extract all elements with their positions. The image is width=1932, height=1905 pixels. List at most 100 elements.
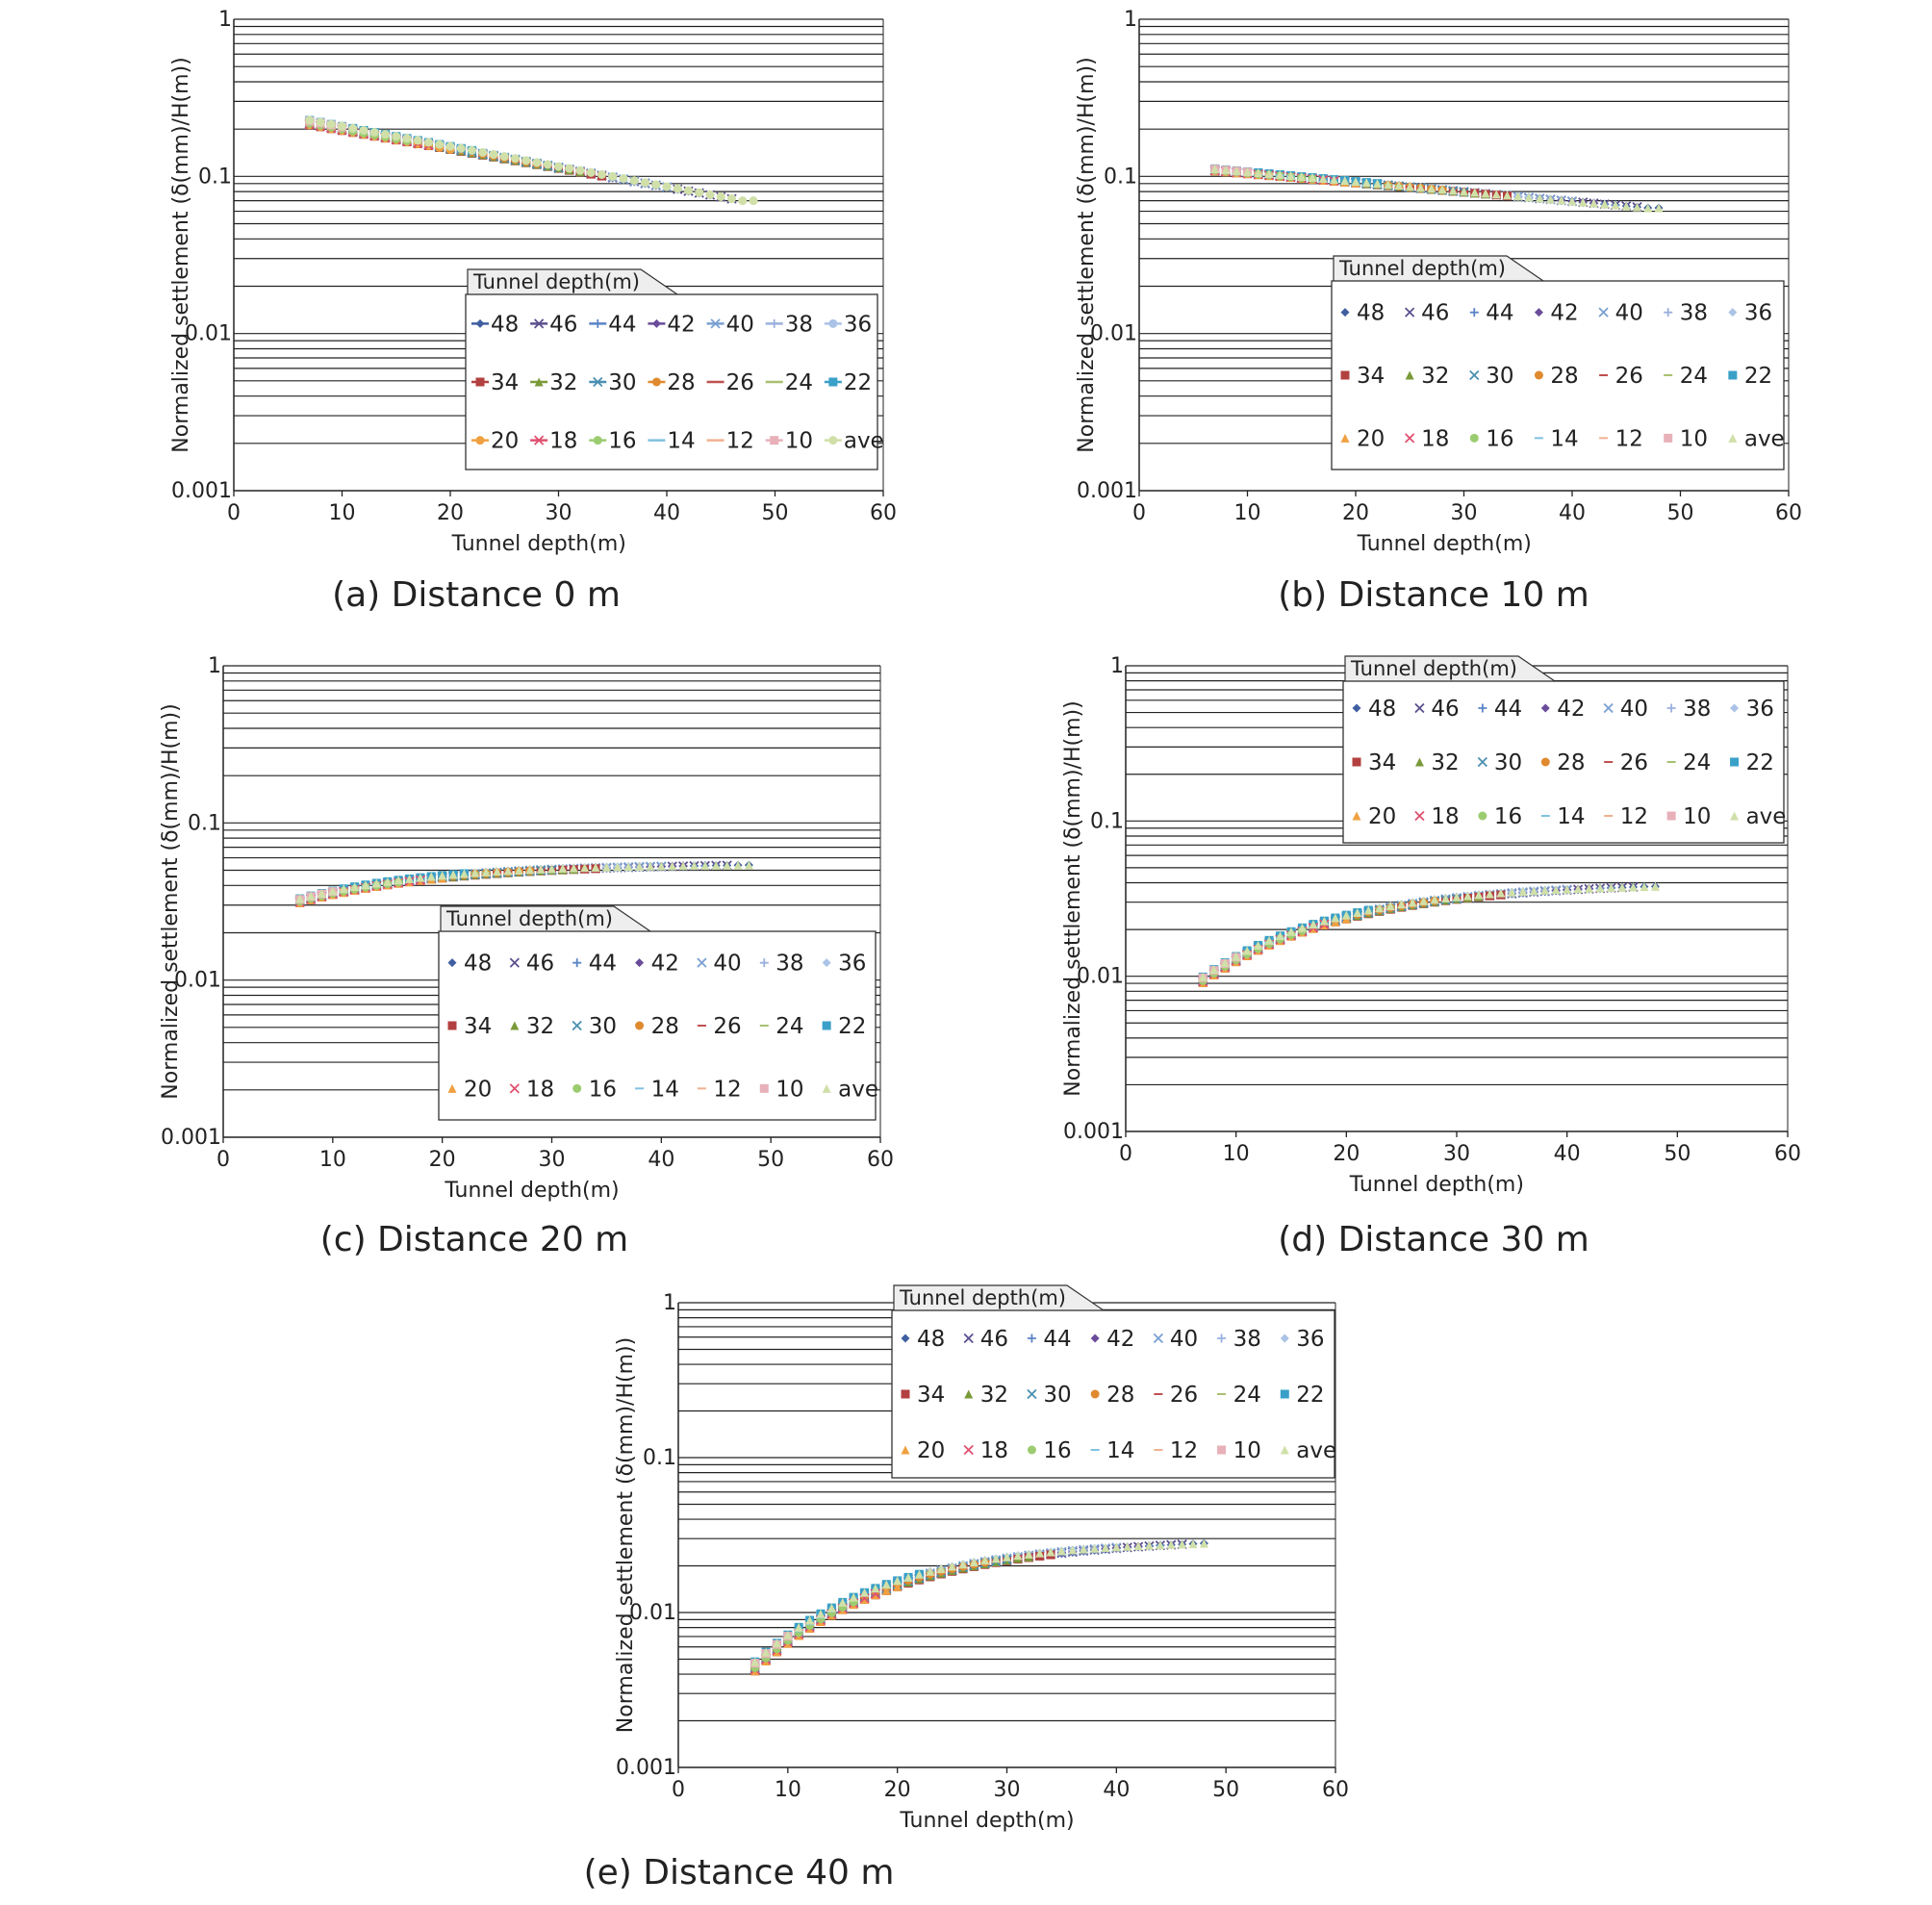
legend-marker [828, 318, 838, 328]
data-point [1331, 913, 1340, 923]
legend-label: 46 [1421, 301, 1449, 326]
legend-item: 48 [471, 312, 519, 337]
data-point [1013, 1551, 1023, 1561]
data-point [1319, 916, 1329, 926]
data-point [554, 162, 563, 171]
legend-label: 44 [608, 312, 636, 337]
legend-item: 30 [589, 370, 637, 395]
data-point [1363, 905, 1373, 915]
data-point [1361, 178, 1371, 188]
data-point [1210, 164, 1220, 173]
y-tick-label: 1 [1110, 654, 1124, 678]
data-point [1003, 1552, 1011, 1562]
legend-title: Tunnel depth(m) [1338, 257, 1506, 280]
data-point [1491, 190, 1501, 199]
legend-marker [1405, 370, 1414, 380]
y-tick-label: 0.01 [1077, 965, 1124, 989]
legend-label: 12 [726, 429, 754, 454]
data-point [326, 119, 336, 129]
data-point [1090, 1543, 1100, 1553]
data-point [1507, 887, 1516, 897]
series-34 [1198, 890, 1506, 987]
data-point [668, 861, 677, 871]
data-point [1485, 889, 1494, 899]
series-46 [1198, 881, 1639, 987]
legend-marker [1340, 308, 1350, 318]
data-point [860, 1588, 870, 1597]
legend-item: 20 [447, 1077, 492, 1102]
legend-marker [1090, 1389, 1100, 1399]
x-tick-label: 10 [1223, 1142, 1250, 1166]
data-point [1297, 172, 1307, 182]
data-point [749, 196, 758, 206]
legend-item: 22 [824, 370, 872, 395]
legend-item: 46 [963, 1327, 1008, 1352]
legend-label: 28 [651, 1014, 679, 1039]
data-point [1188, 1539, 1198, 1549]
data-point [662, 182, 672, 191]
data-point [1628, 882, 1638, 892]
legend-label: 36 [838, 952, 866, 977]
legend-label: 10 [1680, 426, 1708, 451]
legend-item: 32 [510, 1014, 554, 1039]
y-axis-title: Normalized settlement (δ(mm)/H(m)) [159, 703, 183, 1099]
legend-label: 38 [1683, 697, 1711, 722]
legend-item: 12 [1599, 426, 1643, 451]
legend-marker [593, 436, 602, 445]
data-point [536, 864, 546, 874]
series-46 [750, 1538, 1187, 1675]
data-point [424, 138, 433, 147]
data-point [991, 1554, 1001, 1563]
legend-item: 22 [1730, 750, 1774, 775]
legend-item: 38 [1666, 697, 1711, 722]
legend-label: 24 [785, 370, 813, 395]
data-point [394, 876, 403, 885]
legend-title-tab [467, 268, 678, 295]
x-tick-label: 0 [1132, 501, 1146, 525]
series-26 [750, 1564, 968, 1666]
data-point [413, 136, 422, 145]
legend-item: 36 [824, 312, 872, 337]
data-point [1513, 191, 1523, 201]
legend-marker [901, 1334, 910, 1343]
legend-label: 48 [917, 1327, 945, 1352]
legend-label: 20 [491, 429, 519, 454]
chart-c: 0 10 20 30 40 50 60 0.001 0.01 0.1 1 Tunnel depth(m… [159, 654, 894, 1259]
data-point [656, 861, 666, 871]
series-12 [305, 120, 369, 133]
legend-marker [1414, 810, 1425, 822]
legend-label: 12 [713, 1077, 741, 1102]
legend-marker [1603, 702, 1614, 714]
data-point [459, 869, 469, 878]
data-point [1133, 1541, 1143, 1551]
data-point [558, 864, 568, 874]
x-tick-label: 20 [429, 1148, 456, 1172]
data-point [1384, 180, 1393, 190]
series-48 [750, 1538, 1208, 1676]
x-axis-title: Tunnel depth(m) [899, 1809, 1074, 1833]
legend-label: 16 [1494, 804, 1522, 829]
legend-label: 30 [589, 1014, 617, 1039]
legend-item: 30 [1469, 364, 1514, 389]
legend-label: 34 [917, 1383, 945, 1408]
y-tick-label: 0.01 [174, 969, 221, 993]
legend-title: Tunnel depth(m) [445, 907, 613, 930]
legend-marker [572, 958, 582, 968]
legend-marker [1352, 703, 1361, 713]
y-tick-label: 0.001 [161, 1126, 221, 1150]
legend-marker [1728, 308, 1738, 318]
legend-label: 44 [1486, 301, 1513, 326]
legend-item: 46 [1414, 697, 1460, 722]
x-tick-label: 0 [672, 1778, 685, 1802]
data-point [969, 1558, 979, 1567]
legend-marker [759, 1083, 769, 1093]
legend-item: 10 [1666, 804, 1711, 829]
y-tick-label: 0.1 [1090, 809, 1124, 833]
data-point [1198, 972, 1208, 981]
legend-box [1342, 680, 1785, 844]
legend-item: 26 [706, 370, 754, 395]
data-point [635, 861, 645, 871]
legend-item: 14 [1090, 1438, 1134, 1463]
data-point [405, 874, 415, 883]
series-ave [1210, 164, 1664, 213]
